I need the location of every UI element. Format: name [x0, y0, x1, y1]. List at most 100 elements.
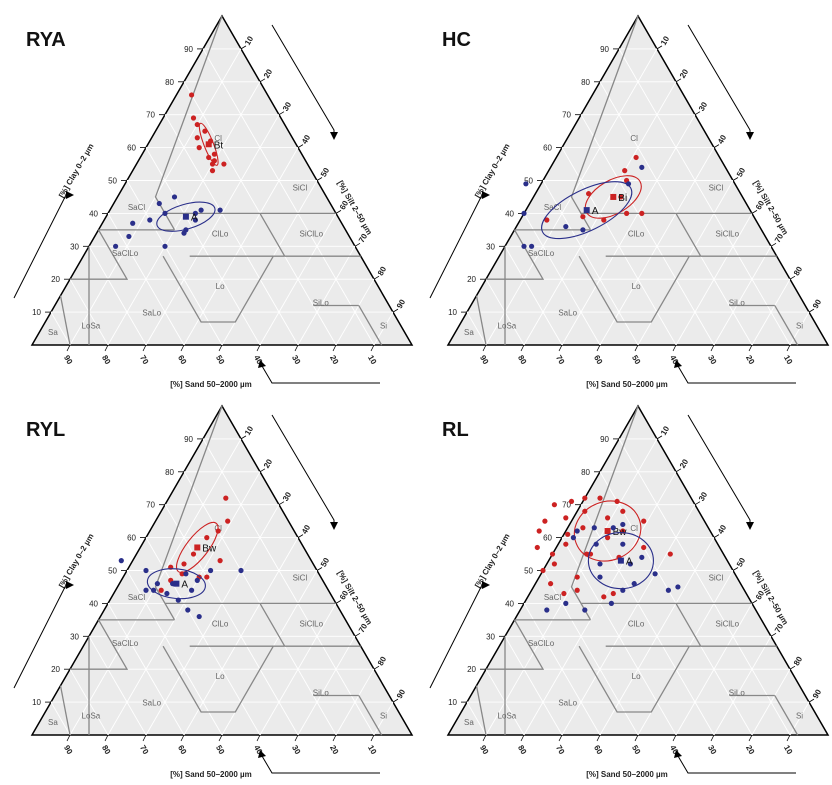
arrow-head — [66, 581, 74, 589]
texture-class-label: Cl — [630, 524, 638, 533]
data-point-a — [143, 587, 149, 593]
clay-tick-label: 70 — [146, 501, 155, 510]
texture-class-boundary — [59, 685, 71, 736]
texture-class-boundary — [675, 603, 702, 647]
texture-class-label: SiClLo — [716, 229, 740, 238]
grid-line-sand — [523, 603, 601, 736]
centroid-a — [173, 580, 180, 587]
silt-tick-label: 30 — [697, 490, 710, 503]
silt-tick — [392, 698, 399, 703]
silt-tick-label: 10 — [659, 34, 672, 47]
grid-line-sand — [202, 438, 375, 736]
texture-class-boundary — [259, 213, 286, 257]
grid-line-sand — [126, 180, 223, 346]
sand-tick — [710, 344, 715, 352]
sand-axis-title: [%] Sand 50–2000 µm — [170, 380, 252, 389]
clay-tick-label: 10 — [32, 698, 41, 707]
sand-tick-label: 60 — [592, 354, 605, 367]
sand-tick — [332, 734, 337, 742]
texture-class-label: SaLo — [142, 698, 161, 707]
texture-class-boundary — [475, 295, 487, 346]
grid-line-sand — [107, 213, 185, 346]
sand-tick — [104, 344, 109, 352]
silt-tick-label: 10 — [243, 424, 256, 437]
data-point-bt — [209, 168, 216, 174]
texture-class-boundary — [154, 405, 223, 621]
data-point-bw — [597, 495, 603, 501]
data-point-bw — [565, 531, 571, 537]
grid-line-sand — [466, 311, 487, 346]
sand-tick — [634, 344, 639, 352]
centroid-bt — [205, 141, 212, 148]
texture-class-label: ClLo — [212, 229, 229, 238]
texture-class-label: ClLo — [212, 619, 229, 628]
data-point-bw — [614, 498, 620, 505]
texture-class-label: Lo — [632, 282, 641, 291]
data-point-bw — [605, 535, 611, 541]
sand-tick-label: 30 — [706, 744, 719, 757]
confidence-ellipse-a — [587, 532, 654, 590]
silt-tick — [656, 45, 663, 50]
clay-tick-label: 40 — [505, 599, 514, 608]
texture-class-label: SiCl — [293, 573, 308, 582]
clay-axis-title: [%] Clay 0–2 µm — [473, 532, 511, 589]
data-point-bw — [217, 558, 223, 564]
silt-tick — [316, 177, 323, 181]
clay-tick-label: 80 — [165, 468, 174, 477]
clay-tick-label: 30 — [486, 242, 495, 251]
sand-tick — [710, 734, 715, 742]
data-point-bw — [641, 518, 647, 524]
silt-tick-label: 40 — [716, 133, 729, 146]
clay-tick-label: 70 — [146, 111, 155, 120]
silt-tick — [240, 435, 247, 440]
texture-class-label: Cl — [214, 134, 222, 143]
centroid-a — [617, 557, 624, 564]
grid-line-silt — [145, 504, 280, 736]
grid-line-silt — [335, 668, 375, 736]
sand-tick — [142, 344, 147, 352]
clay-tick-label: 40 — [505, 209, 514, 218]
sand-tick — [104, 734, 109, 742]
clay-tick-label: 40 — [89, 599, 98, 608]
sand-tick-label: 90 — [62, 744, 75, 757]
texture-class-label: Lo — [216, 282, 225, 291]
grid-line-silt — [789, 311, 810, 346]
data-point-bw — [542, 518, 548, 524]
texture-class-label: SaClLo — [528, 639, 555, 648]
data-point-bw — [574, 587, 580, 593]
data-point-bw — [225, 518, 231, 524]
silt-tick — [808, 308, 815, 313]
data-point-bw — [641, 544, 647, 551]
texture-class-label: SaLo — [558, 308, 577, 317]
clay-direction-arrow — [13, 584, 72, 689]
data-point-a — [156, 200, 162, 207]
sand-tick-label: 30 — [706, 354, 719, 367]
sand-tick-label: 60 — [176, 744, 189, 757]
data-point-a — [591, 525, 597, 531]
data-point-bi — [633, 154, 639, 161]
data-point-a — [574, 528, 580, 534]
texture-class-boundary — [578, 255, 690, 323]
clay-tick-label: 90 — [184, 45, 193, 54]
texture-class-label: Sa — [464, 328, 474, 337]
sand-tick-label: 20 — [744, 354, 757, 367]
silt-tick — [694, 501, 701, 506]
silt-tick — [713, 534, 720, 538]
sand-tick — [294, 734, 299, 742]
sand-tick — [672, 734, 677, 742]
silt-tick — [770, 242, 777, 247]
grid-line-sand — [542, 180, 639, 346]
grid-line-sand — [580, 504, 715, 736]
sand-direction-arrow — [261, 365, 380, 384]
silt-tick — [789, 275, 796, 280]
texture-class-label: SiLo — [729, 299, 746, 308]
silt-tick — [297, 534, 304, 538]
silt-tick — [789, 665, 796, 670]
arrow-head — [330, 522, 338, 530]
data-point-a — [196, 613, 202, 620]
clay-tick-label: 80 — [581, 78, 590, 87]
clay-tick-label: 90 — [184, 435, 193, 444]
data-point-bw — [551, 561, 558, 567]
data-point-bw — [179, 571, 185, 577]
silt-tick-label: 90 — [811, 297, 824, 310]
